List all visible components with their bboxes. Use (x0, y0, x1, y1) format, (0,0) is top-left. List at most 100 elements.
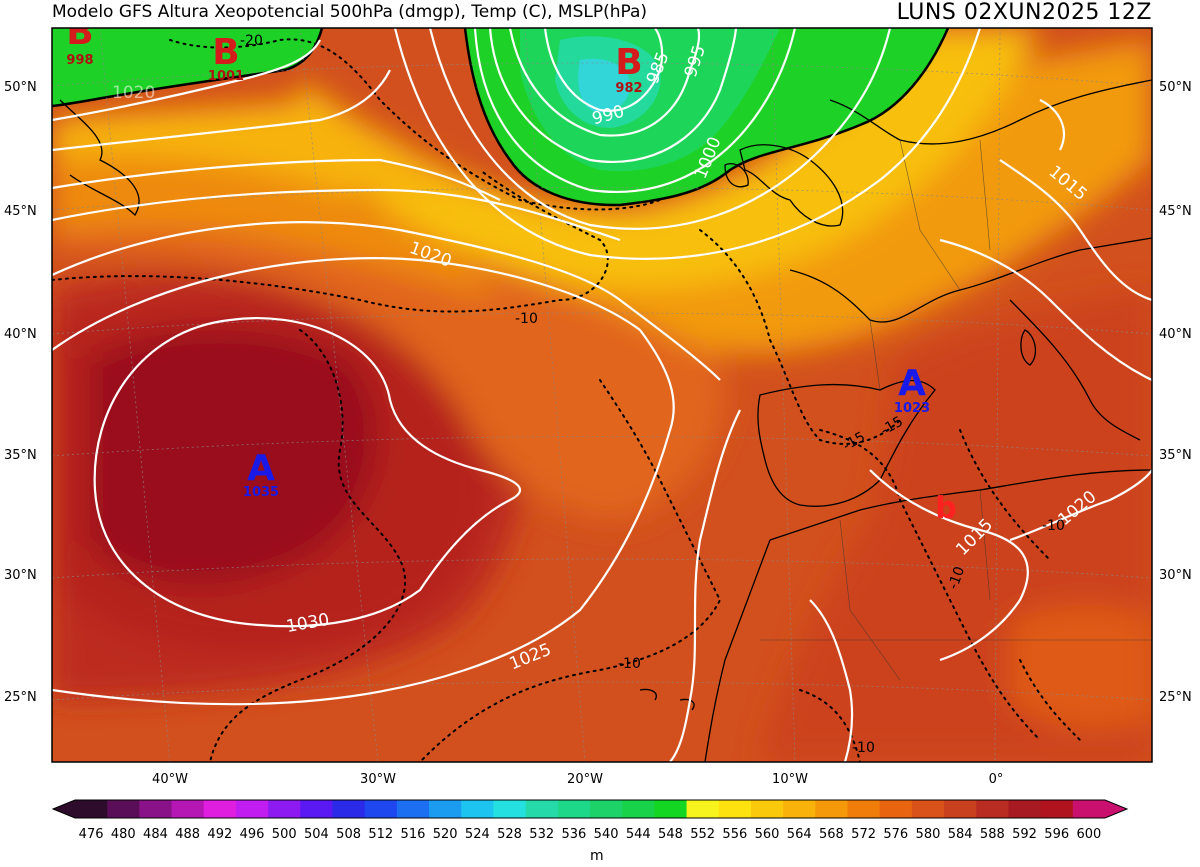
colorbar-tick-label: 556 (722, 827, 748, 842)
lat-label: 30°N (1159, 568, 1192, 583)
colorbar-tick-label: 476 (78, 827, 104, 842)
lat-label: 35°N (4, 448, 37, 463)
colorbar-swatch (815, 800, 848, 818)
map-title: Modelo GFS Altura Xeopotencial 500hPa (d… (52, 2, 648, 22)
colorbar-tick-label: 492 (207, 827, 233, 842)
colorbar-tick-label: 596 (1044, 827, 1070, 842)
colorbar-swatch (879, 800, 913, 818)
colorbar-swatch (847, 800, 881, 818)
low-center-value: 998 (66, 53, 93, 68)
high-center-letter: A (247, 448, 275, 489)
colorbar-swatch (718, 800, 752, 818)
colorbar-swatch (235, 800, 269, 818)
low-center-letter: B (615, 42, 642, 83)
colorbar-swatch (300, 800, 333, 818)
lat-label: 40°N (4, 327, 37, 342)
lat-label: 35°N (1159, 448, 1192, 463)
colorbar-swatch (429, 800, 462, 818)
colorbar-tick-label: 584 (947, 827, 973, 842)
colorbar-swatch (461, 800, 494, 818)
colorbar-unit: m (590, 848, 604, 864)
colorbar-swatch (332, 800, 366, 818)
low-center-letter: b (935, 491, 956, 526)
colorbar-tick-label: 564 (786, 827, 812, 842)
colorbar-swatch (654, 800, 688, 818)
colorbar-tick-label: 480 (110, 827, 136, 842)
colorbar-swatch (1072, 800, 1106, 818)
colorbar-tick-label: 528 (497, 827, 522, 842)
colorbar-tick-label: 580 (915, 827, 941, 842)
colorbar (51, 799, 1129, 819)
lat-label: 45°N (4, 204, 37, 219)
colorbar-swatch (750, 800, 784, 818)
colorbar-swatch (1040, 800, 1074, 818)
isotherm-label: -10 (515, 311, 538, 327)
colorbar-swatch (557, 800, 591, 818)
high-center-value: 1035 (243, 485, 279, 500)
colorbar-swatch (107, 800, 140, 818)
colorbar-tick-label: 504 (303, 827, 329, 842)
colorbar-swatch (75, 800, 108, 818)
colorbar-swatch (1008, 800, 1042, 818)
high-center-letter: A (898, 363, 926, 404)
colorbar-swatch (396, 800, 430, 818)
colorbar-swatch (203, 800, 237, 818)
geopotential-field: 1030 1025 1020 1020 1015 1015 995 990 98… (52, 12, 1152, 762)
colorbar-tick-label: 560 (754, 827, 780, 842)
colorbar-tick-label: 540 (593, 827, 619, 842)
isotherm-label: -10 (1042, 518, 1065, 534)
valid-time: LUNS 02XUN2025 12Z (896, 0, 1152, 25)
colorbar-swatch (364, 800, 398, 818)
low-center-letter: B (66, 12, 93, 53)
colorbar-tick-label: 516 (400, 827, 426, 842)
colorbar-swatch (911, 800, 945, 818)
low-center-letter: B (212, 32, 239, 73)
colorbar-min-extension (53, 800, 75, 818)
lon-label: 40°W (152, 772, 188, 787)
lat-label: 25°N (4, 690, 37, 705)
colorbar-tick-label: 524 (464, 827, 490, 842)
isotherm-label: -10 (945, 565, 968, 592)
colorbar-tick-label: 496 (239, 827, 265, 842)
high-center-value: 1023 (894, 401, 930, 416)
colorbar-tick-label: 484 (143, 827, 168, 842)
isotherm-label: -10 (852, 740, 875, 756)
isotherm-label: -10 (618, 656, 641, 672)
colorbar-swatch (783, 800, 816, 818)
lon-label: 10°W (772, 772, 808, 787)
colorbar-tick-label: 568 (818, 827, 844, 842)
colorbar-tick-label: 548 (658, 827, 683, 842)
colorbar-tick-label: 500 (271, 827, 297, 842)
colorbar-tick-label: 600 (1076, 827, 1102, 842)
low-center-value: 1001 (208, 69, 244, 84)
lon-label: 0° (988, 772, 1004, 787)
colorbar-swatch (139, 800, 173, 818)
colorbar-tick-label: 544 (625, 827, 651, 842)
colorbar-tick-label: 536 (561, 827, 587, 842)
colorbar-tick-label: 572 (851, 827, 877, 842)
colorbar-tick-label: 576 (883, 827, 909, 842)
colorbar-tick-label: 552 (690, 827, 716, 842)
colorbar-swatch (590, 800, 623, 818)
colorbar-max-extension (1105, 800, 1127, 818)
colorbar-tick-label: 512 (368, 827, 394, 842)
colorbar-swatch (268, 800, 301, 818)
colorbar-tick-label: 588 (979, 827, 1005, 842)
colorbar-swatch (622, 800, 655, 818)
lon-label: 20°W (567, 772, 603, 787)
colorbar-tick-label: 592 (1012, 827, 1037, 842)
lat-label: 50°N (4, 80, 37, 95)
isobar-label: 1020 (112, 83, 155, 103)
colorbar-tick-label: 488 (175, 827, 201, 842)
colorbar-swatch (686, 800, 720, 818)
colorbar-swatch (976, 800, 1009, 818)
lat-label: 50°N (1159, 80, 1192, 95)
lat-label: 25°N (1159, 690, 1192, 705)
colorbar-swatch (944, 800, 977, 818)
isotherm-label: -20 (240, 33, 263, 49)
lat-label: 45°N (1159, 204, 1192, 219)
low-center-value: 982 (615, 81, 642, 96)
colorbar-swatch (171, 800, 205, 818)
lat-label: 30°N (4, 568, 37, 583)
